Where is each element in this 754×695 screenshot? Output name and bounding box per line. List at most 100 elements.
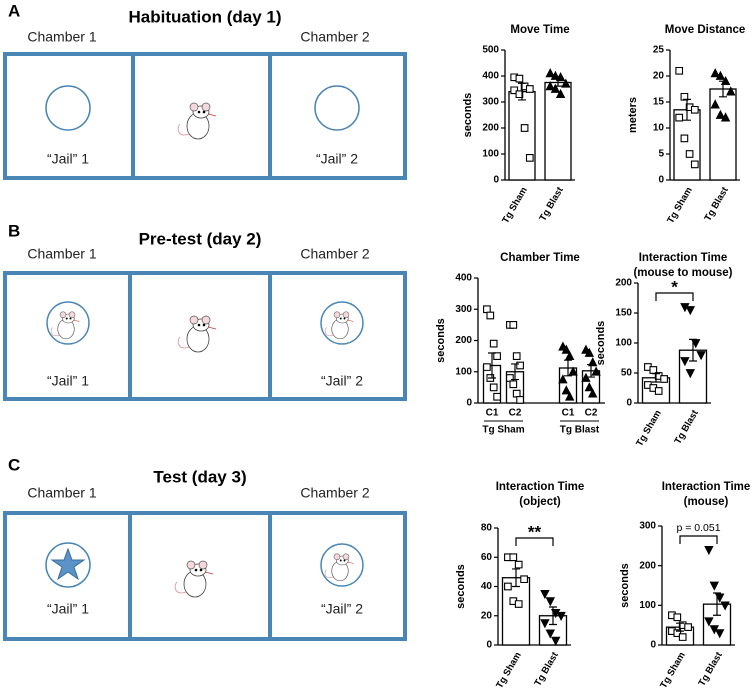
star-object [50, 547, 86, 581]
data-point [550, 83, 561, 93]
chamber-label: Chamber 2 [300, 485, 369, 501]
data-point [587, 388, 598, 398]
data-point [489, 339, 498, 348]
jail [45, 85, 91, 131]
error-bar [512, 568, 520, 588]
data-point [685, 369, 696, 379]
panel-title: Pre-test (day 2) [139, 229, 262, 248]
data-point [584, 382, 595, 392]
significance-bracket [679, 535, 718, 544]
y-tick-label: 300 [455, 304, 472, 315]
significance-bracket [655, 292, 694, 301]
error-bar [683, 98, 691, 121]
panel-a: A Habituation (day 1) Chamber 1 Chamber … [3, 1, 407, 180]
data-point [704, 617, 714, 627]
jail [45, 542, 91, 588]
data-point [568, 366, 578, 376]
data-point [720, 601, 730, 611]
panel-letter: A [8, 1, 20, 20]
data-point [504, 582, 512, 591]
significance-label: p = 0.051 [676, 522, 720, 534]
data-point [564, 350, 575, 360]
data-point [493, 352, 501, 360]
mouse-icon [177, 315, 217, 353]
y-axis-label: seconds [455, 564, 467, 609]
x-tick-label: C1 [486, 408, 499, 419]
y-tick-label: 200 [482, 123, 499, 134]
data-point [680, 357, 690, 367]
arena [3, 271, 407, 401]
x-tick-label: C2 [509, 408, 522, 419]
data-point [675, 113, 684, 122]
chart-title: Move Time [510, 24, 569, 36]
panel-b: B Pre-test (day 2) Chamber 1 Chamber 2 “… [3, 221, 407, 401]
x-tick-label: Tg Sham [500, 185, 530, 225]
significance-bracket [515, 537, 554, 546]
data-point [486, 311, 495, 320]
data-point [720, 112, 731, 122]
data-point [678, 633, 687, 641]
y-tick-label: 60 [481, 552, 493, 563]
jail-label: “Jail” 1 [47, 373, 89, 389]
y-tick-label: 500 [482, 45, 499, 56]
chamber-label: Chamber 2 [300, 246, 369, 262]
data-point [558, 374, 568, 384]
data-point [660, 375, 668, 383]
error-bar [713, 592, 721, 616]
data-point [715, 70, 726, 80]
y-tick-label: 20 [481, 610, 493, 621]
y-tick-label: 0 [493, 175, 499, 186]
significance-label: * [671, 277, 678, 296]
error-bar [564, 359, 572, 377]
y-tick-label: 100 [455, 366, 472, 377]
data-point [512, 352, 521, 360]
arena [3, 52, 407, 180]
data-point [514, 560, 523, 569]
data-point [564, 391, 575, 401]
jail-label: “Jail” 1 [47, 601, 89, 617]
y-axis-label: seconds [595, 321, 607, 366]
x-tick-label: Tg Blast [697, 650, 726, 689]
y-tick-label: 0 [466, 398, 472, 409]
y-tick-label: 150 [615, 308, 632, 319]
y-tick-label: 80 [481, 523, 493, 534]
panel-c: C Test (day 3) Chamber 1 Chamber 2 “Jail… [3, 455, 407, 641]
y-tick-label: 0 [486, 640, 492, 651]
group-label: Tg Blast [560, 425, 600, 436]
jail-label: “Jail” 2 [321, 373, 363, 389]
y-tick-label: 25 [653, 45, 665, 56]
chamber-label: Chamber 2 [300, 29, 369, 45]
chart-title: Interaction Time [496, 481, 585, 493]
data-point [509, 553, 518, 562]
data-point [525, 154, 534, 162]
y-tick-label: 5 [658, 149, 664, 160]
x-tick-label: C1 [562, 408, 575, 419]
panel-letter: B [8, 221, 20, 240]
data-point [540, 589, 550, 600]
y-tick-label: 400 [482, 71, 499, 82]
x-tick-label: Tg Sham [494, 650, 524, 690]
data-point [514, 600, 523, 608]
data-point [540, 619, 550, 629]
chart-title: Move Distance [665, 24, 746, 36]
data-point [714, 629, 725, 639]
mouse-icon [324, 553, 354, 582]
y-tick-label: 200 [615, 278, 632, 289]
error-bar [652, 373, 660, 383]
y-tick-label: 15 [653, 97, 665, 108]
mouse-icon [324, 311, 354, 340]
chart-title: Interaction Time [639, 252, 728, 264]
data-point [675, 66, 684, 75]
error-bar [488, 352, 496, 379]
mouse-icon [177, 102, 217, 140]
y-tick-label: 300 [639, 521, 656, 532]
x-tick-label: Tg Blast [673, 408, 702, 447]
data-point [715, 109, 726, 119]
arena [3, 511, 407, 641]
y-tick-label: 0 [626, 398, 632, 409]
y-tick-label: 100 [639, 600, 656, 611]
data-point [512, 389, 521, 398]
data-point [545, 629, 556, 639]
y-axis-label: seconds [619, 563, 631, 608]
chamber-label: Chamber 1 [27, 246, 96, 262]
